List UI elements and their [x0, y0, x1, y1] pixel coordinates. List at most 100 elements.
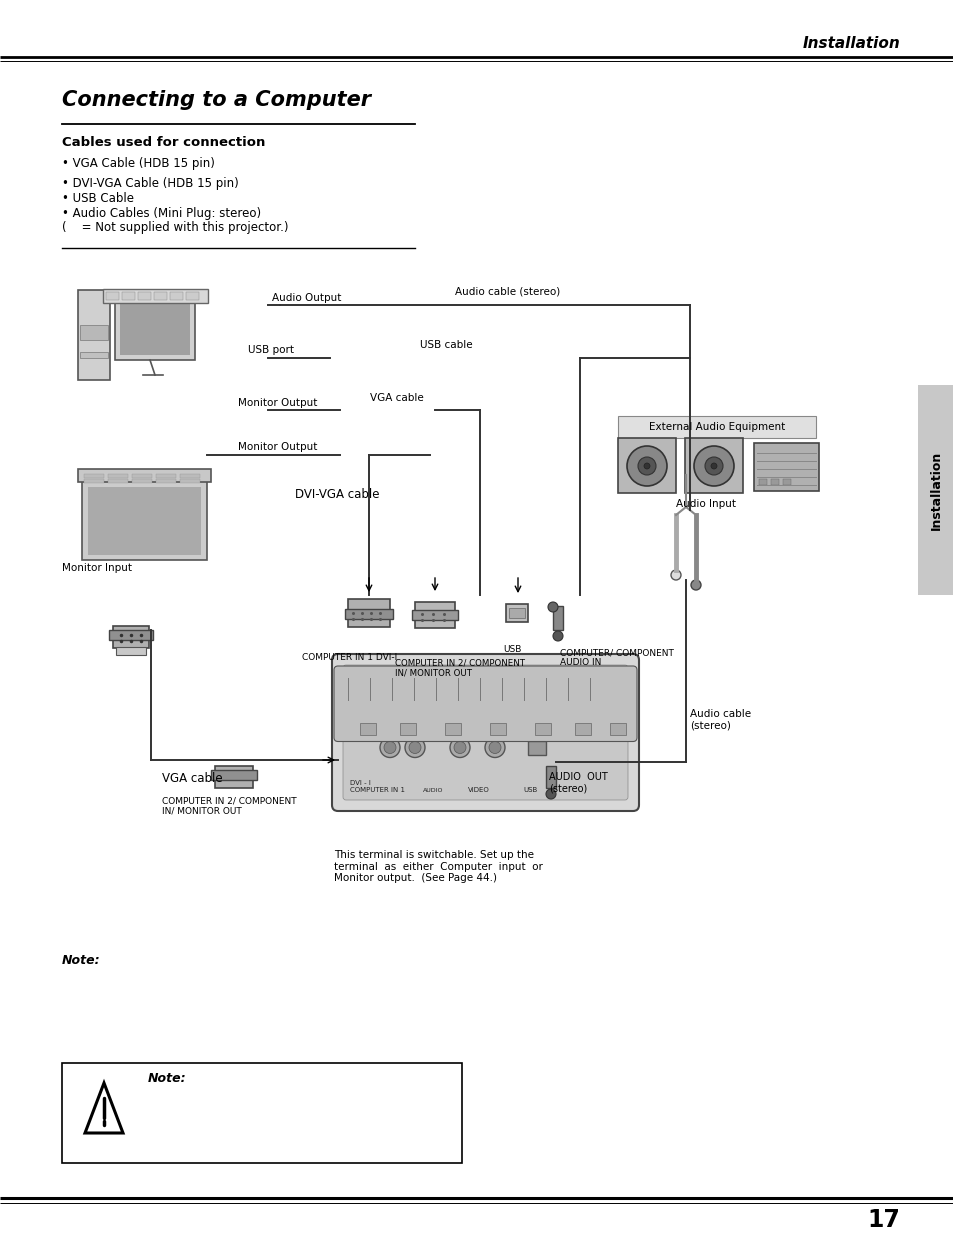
Bar: [553, 606, 562, 630]
Text: AUDIO: AUDIO: [422, 788, 443, 793]
Bar: [156, 479, 175, 483]
Bar: [115, 290, 194, 359]
Bar: [153, 291, 167, 300]
Bar: [82, 480, 207, 559]
Text: COMPUTER/ COMPONENT
AUDIO IN: COMPUTER/ COMPONENT AUDIO IN: [559, 648, 673, 667]
Bar: [618, 416, 815, 438]
Circle shape: [553, 631, 562, 641]
Circle shape: [670, 571, 680, 580]
Text: COMPUTER IN 1 DVI-I: COMPUTER IN 1 DVI-I: [302, 653, 396, 662]
FancyBboxPatch shape: [332, 655, 639, 811]
Text: • Audio Cables (Mini Plug: stereo): • Audio Cables (Mini Plug: stereo): [62, 206, 261, 220]
Bar: [156, 474, 175, 478]
Circle shape: [545, 789, 556, 799]
Circle shape: [710, 463, 717, 469]
Bar: [753, 443, 818, 492]
Bar: [535, 722, 551, 735]
Circle shape: [484, 737, 504, 757]
Bar: [170, 291, 183, 300]
Text: USB: USB: [522, 787, 537, 793]
Bar: [759, 479, 766, 485]
Bar: [138, 291, 151, 300]
Bar: [618, 438, 676, 493]
Text: AUDIO  OUT
(stereo): AUDIO OUT (stereo): [548, 772, 607, 794]
Text: (    = Not supplied with this projector.): ( = Not supplied with this projector.): [62, 221, 288, 235]
Circle shape: [693, 446, 733, 487]
Text: 17: 17: [866, 1208, 899, 1233]
Circle shape: [450, 737, 470, 757]
Circle shape: [454, 741, 465, 753]
Circle shape: [379, 737, 399, 757]
Circle shape: [409, 741, 420, 753]
Bar: [186, 291, 199, 300]
Bar: [509, 608, 524, 618]
Text: Audio cable
(stereo): Audio cable (stereo): [689, 709, 750, 731]
FancyBboxPatch shape: [334, 666, 637, 741]
Text: Monitor Output: Monitor Output: [237, 398, 317, 408]
Text: Monitor Input: Monitor Input: [62, 563, 132, 573]
Bar: [132, 479, 152, 483]
FancyBboxPatch shape: [343, 664, 627, 800]
Bar: [770, 479, 779, 485]
Bar: [116, 647, 146, 655]
Text: • DVI-VGA Cable (HDB 15 pin): • DVI-VGA Cable (HDB 15 pin): [62, 177, 238, 189]
Bar: [214, 766, 253, 788]
Bar: [112, 626, 149, 648]
Text: External Audio Equipment: External Audio Equipment: [648, 422, 784, 432]
Bar: [108, 474, 128, 478]
Text: USB cable: USB cable: [419, 340, 472, 350]
Bar: [412, 610, 457, 620]
Bar: [132, 474, 152, 478]
Bar: [917, 385, 953, 595]
Circle shape: [547, 601, 558, 613]
Text: Connecting to a Computer: Connecting to a Computer: [62, 90, 371, 110]
Text: Cables used for connection: Cables used for connection: [62, 137, 265, 149]
Bar: [444, 722, 460, 735]
Bar: [490, 722, 505, 735]
Bar: [120, 295, 190, 354]
Bar: [62, 1063, 461, 1163]
Bar: [505, 604, 527, 622]
Text: • USB Cable: • USB Cable: [62, 191, 133, 205]
Bar: [359, 722, 375, 735]
Bar: [415, 601, 455, 629]
Text: Audio Output: Audio Output: [272, 293, 341, 303]
Text: DVI-VGA cable: DVI-VGA cable: [294, 489, 379, 501]
Text: This terminal is switchable. Set up the
terminal  as  either  Computer  input  o: This terminal is switchable. Set up the …: [334, 850, 542, 883]
Bar: [211, 769, 256, 781]
Text: VGA cable: VGA cable: [162, 772, 222, 784]
Bar: [180, 479, 200, 483]
Text: Audio Input: Audio Input: [676, 499, 735, 509]
Text: Installation: Installation: [928, 451, 942, 530]
Text: COMPUTER IN 1: COMPUTER IN 1: [350, 787, 405, 793]
Text: Note:: Note:: [148, 1072, 187, 1084]
Bar: [684, 438, 742, 493]
Text: Note:: Note:: [62, 953, 100, 967]
Text: USB: USB: [502, 646, 521, 655]
Bar: [399, 722, 416, 735]
Bar: [609, 722, 625, 735]
Bar: [545, 766, 556, 788]
Circle shape: [384, 741, 395, 753]
Polygon shape: [85, 1083, 123, 1132]
Bar: [575, 722, 590, 735]
Bar: [122, 291, 135, 300]
Bar: [80, 325, 108, 340]
Text: DVI - I: DVI - I: [350, 781, 371, 785]
Text: Monitor Output: Monitor Output: [237, 442, 317, 452]
Bar: [782, 479, 790, 485]
Text: VIDEO: VIDEO: [468, 787, 489, 793]
Circle shape: [690, 580, 700, 590]
Bar: [345, 609, 393, 619]
Bar: [84, 479, 104, 483]
Text: Installation: Installation: [801, 37, 899, 52]
Bar: [527, 741, 545, 755]
Circle shape: [489, 741, 500, 753]
Bar: [80, 352, 108, 358]
Bar: [180, 474, 200, 478]
Bar: [108, 479, 128, 483]
Text: COMPUTER IN 2/ COMPONENT
IN/ MONITOR OUT: COMPUTER IN 2/ COMPONENT IN/ MONITOR OUT: [162, 797, 296, 815]
Bar: [78, 290, 110, 380]
Bar: [109, 630, 152, 640]
Circle shape: [638, 457, 656, 475]
